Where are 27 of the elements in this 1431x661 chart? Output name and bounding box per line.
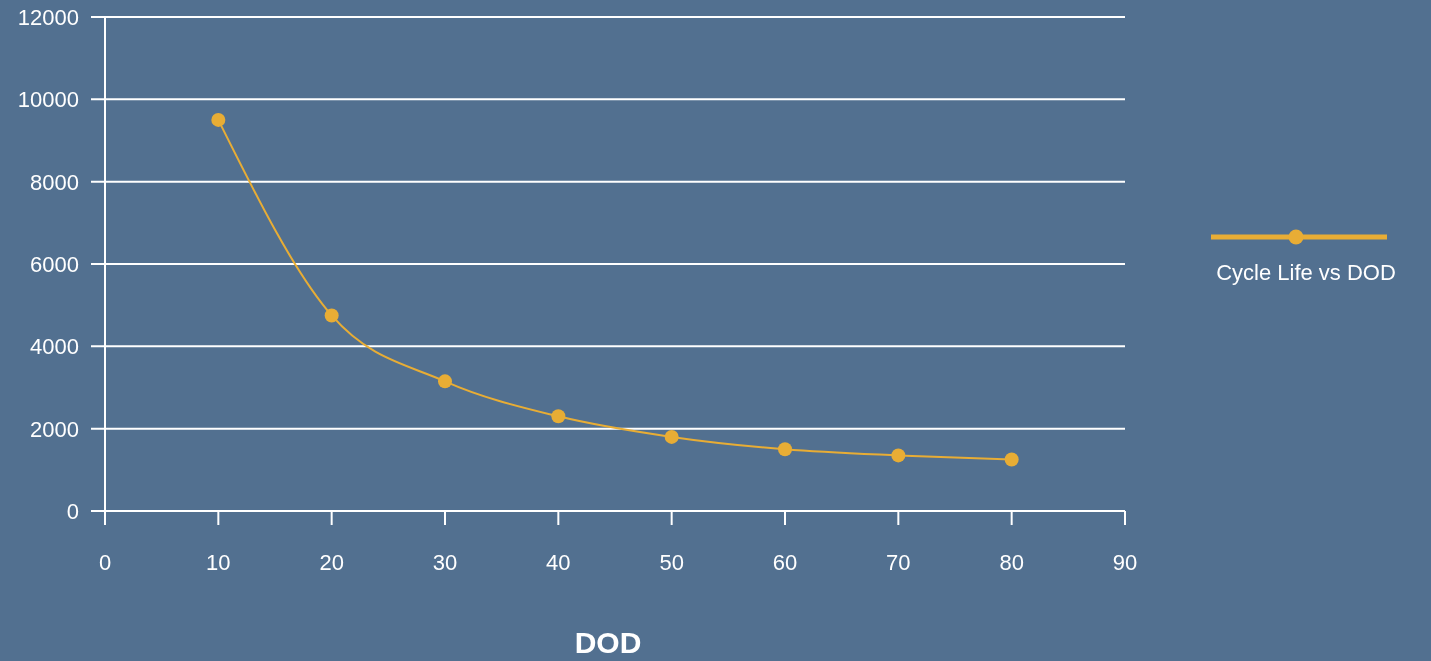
x-tick-label: 50: [659, 550, 684, 575]
x-tick-label: 10: [206, 550, 231, 575]
point: [324, 308, 339, 323]
y-tick-label: 10000: [17, 87, 79, 113]
x-tick-label: 70: [886, 550, 911, 575]
x-tick-label: 20: [319, 550, 344, 575]
point: [211, 112, 226, 127]
x-tick-label: 0: [98, 550, 112, 575]
x-tick-label: 90: [1112, 550, 1138, 575]
x-tick-label: 40: [546, 550, 571, 575]
y-tick-label: 2000: [30, 416, 79, 442]
point: [551, 409, 566, 424]
x-tick-label: 60: [772, 550, 798, 575]
y-tick-label: 4000: [30, 334, 79, 360]
point: [1004, 452, 1019, 467]
point: [664, 429, 679, 444]
y-tick-label: 6000: [30, 252, 79, 277]
point: [891, 448, 906, 463]
x-tick-label: 30: [432, 550, 458, 575]
y-tick-label: 12000: [17, 5, 79, 30]
point: [438, 374, 452, 389]
x-axis-title: DOD: [574, 626, 642, 659]
legend-label: Cycle Life vs DOD: [1216, 260, 1396, 285]
x-tick-label: 80: [999, 550, 1024, 575]
y-tick-label: 8000: [30, 169, 79, 195]
y-tick-label: 0: [66, 499, 79, 524]
point: [778, 442, 792, 457]
